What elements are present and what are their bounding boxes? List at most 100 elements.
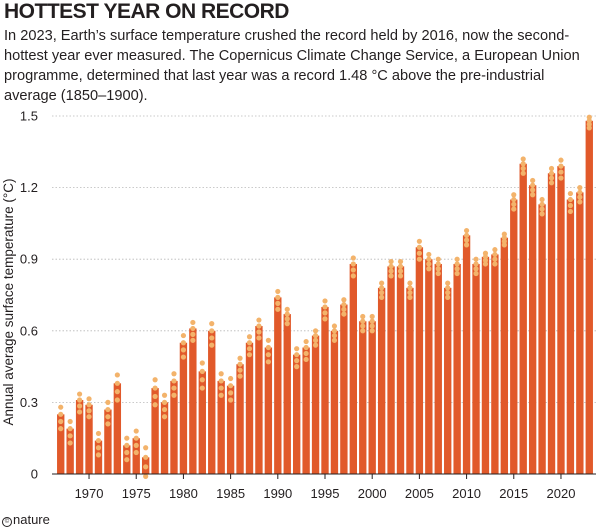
x-tick-label: 1970: [75, 486, 104, 501]
data-dot: [76, 397, 83, 403]
data-dot: [445, 290, 451, 296]
data-dot: [463, 242, 470, 248]
data-dot: [435, 266, 441, 272]
data-dot: [577, 185, 583, 191]
data-dot: [397, 258, 404, 265]
bar-1970: [85, 404, 93, 474]
data-dot: [171, 392, 177, 398]
data-dot: [105, 414, 111, 420]
data-dot: [171, 371, 177, 377]
chart-subtitle: In 2023, Earth’s surface temperature cru…: [4, 28, 580, 104]
data-dot: [133, 442, 139, 448]
data-dot: [360, 328, 366, 334]
bar-1967: [57, 414, 65, 474]
data-dot: [275, 294, 281, 300]
data-dot: [511, 192, 517, 198]
data-dot: [256, 323, 262, 329]
data-dot: [558, 169, 564, 175]
data-dot: [577, 189, 583, 195]
data-dot: [539, 211, 545, 217]
x-tick-label: 1985: [216, 486, 245, 501]
data-dot: [397, 268, 404, 274]
data-dot: [388, 273, 394, 279]
data-dot: [143, 464, 149, 470]
data-dot: [577, 199, 583, 205]
data-dot: [161, 414, 168, 420]
data-dot: [445, 285, 451, 291]
data-dot: [520, 170, 526, 176]
bar-2011: [472, 263, 480, 474]
data-dot: [312, 337, 319, 343]
data-dot: [114, 372, 120, 378]
data-dot: [228, 397, 234, 403]
data-dot: [67, 440, 73, 446]
data-dot: [95, 437, 102, 444]
data-dot: [369, 328, 375, 334]
y-tick-label: 1.2: [20, 180, 38, 195]
data-dot: [294, 358, 300, 364]
data-dot: [294, 352, 300, 358]
data-dot: [548, 170, 555, 176]
bar-1968: [66, 428, 74, 474]
bar-2004: [406, 287, 414, 474]
data-dot: [312, 328, 319, 334]
data-dot: [350, 267, 356, 273]
data-dot: [199, 385, 205, 391]
data-dot: [105, 406, 111, 413]
data-dot: [256, 317, 262, 323]
data-dot: [124, 442, 130, 448]
data-dot: [577, 194, 583, 200]
y-tick-labels: 0 0.3 0.6 0.9 1.2 1.5: [20, 109, 38, 482]
data-dot: [303, 356, 309, 363]
data-dot: [567, 196, 574, 203]
data-dot: [58, 411, 64, 417]
data-dot: [265, 337, 271, 343]
bar-2009: [453, 263, 461, 474]
data-dot: [416, 238, 422, 244]
data-dot: [275, 306, 281, 312]
data-dot: [435, 270, 441, 277]
data-dot: [463, 237, 470, 243]
data-dot: [435, 261, 441, 267]
data-dot: [482, 250, 489, 256]
data-dot: [350, 261, 356, 267]
bar-2016: [519, 163, 527, 474]
data-dot: [445, 294, 451, 300]
data-dot: [67, 433, 73, 439]
data-dot: [95, 445, 102, 451]
data-dot: [218, 392, 224, 398]
data-dot: [124, 449, 130, 456]
data-dot: [388, 258, 394, 265]
data-dot: [322, 316, 328, 322]
data-dot: [492, 247, 498, 253]
data-dot: [501, 242, 507, 248]
bar-1990: [274, 297, 282, 474]
bar-1985: [226, 385, 235, 474]
data-dot: [58, 418, 64, 425]
bar-1987: [245, 342, 254, 474]
data-dot: [246, 340, 253, 346]
bar-2003: [396, 266, 405, 474]
data-dot: [246, 334, 253, 340]
data-dot: [350, 273, 356, 279]
data-dot: [416, 250, 422, 256]
data-dot: [492, 256, 498, 262]
data-dot: [379, 280, 385, 286]
data-dot: [209, 321, 215, 327]
data-dot: [322, 310, 328, 316]
bar-2020: [557, 166, 565, 474]
data-dot: [445, 280, 451, 286]
data-dot: [209, 335, 215, 341]
bar-1993: [302, 347, 310, 474]
bar-1998: [349, 263, 357, 474]
data-dot: [218, 378, 224, 384]
bar-1999: [359, 321, 367, 474]
data-dot: [463, 227, 470, 234]
data-dot: [312, 342, 319, 348]
data-dot: [341, 297, 347, 303]
data-dot: [341, 301, 347, 308]
data-dot: [416, 256, 422, 262]
bar-1992: [293, 354, 301, 474]
data-dot: [237, 367, 243, 373]
